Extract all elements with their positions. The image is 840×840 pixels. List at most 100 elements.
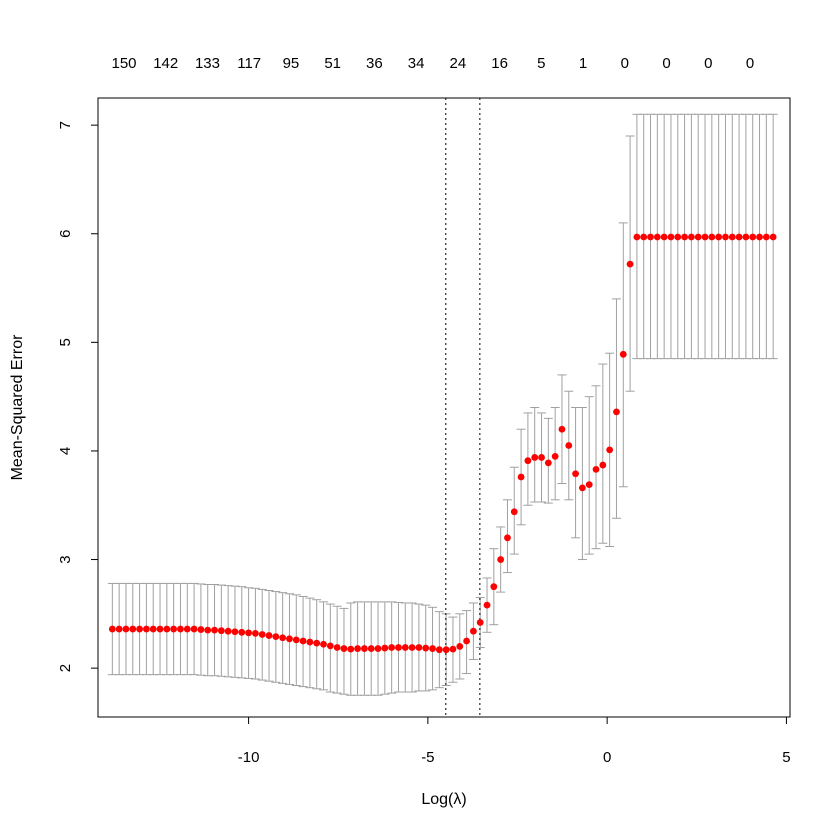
y-tick-label: 7 [57,121,74,129]
data-point [395,644,402,651]
data-point [326,642,334,650]
top-axis-label: 1 [579,55,587,72]
data-point [599,461,607,469]
y-axis-title: Mean-Squared Error [9,334,26,481]
data-point [701,233,709,241]
data-point [163,625,171,633]
data-point [211,626,218,634]
data-point [442,646,450,654]
error-bar [584,396,594,555]
data-point [476,619,484,626]
data-point [177,625,184,633]
data-point [272,633,280,641]
y-tick-label: 2 [57,664,74,672]
data-point [524,457,532,465]
data-point [265,632,273,639]
data-point [517,473,525,481]
y-tick-label: 6 [57,230,74,238]
data-point [728,233,736,241]
data-point [340,645,348,652]
error-bar [598,363,608,544]
data-point [715,233,723,241]
data-point [122,625,130,633]
data-point [388,644,396,651]
top-axis-label: 0 [704,55,712,72]
data-point [115,625,123,633]
data-point [606,446,614,454]
data-point [749,233,757,241]
data-point [585,481,593,489]
data-point [694,233,702,241]
data-point [361,645,368,652]
error-bars [107,113,778,696]
y-tick-label: 4 [57,447,74,455]
top-axis-label: 0 [662,55,670,72]
data-point [667,233,675,241]
y-axis: 2 3 4 5 6 7 [57,121,99,672]
data-point [592,466,600,473]
data-point [197,626,205,633]
plot-frame [97,97,791,718]
data-point [320,640,327,648]
data-point [572,470,579,478]
data-point [252,629,259,637]
top-axis-label: 150 [111,55,136,72]
data-points [108,233,777,654]
data-point [381,644,389,652]
x-tick-label: -5 [421,749,434,766]
data-point [306,638,314,646]
data-point [531,454,539,461]
y-tick-label: 5 [57,338,74,346]
data-point [217,627,225,635]
data-point [674,233,682,241]
top-axis-label: 142 [153,55,178,72]
data-point [286,635,293,643]
data-point [742,233,750,241]
top-axis-label: 0 [621,55,629,72]
x-axis-title: Log(λ) [421,791,466,808]
data-point [619,350,627,358]
y-tick-label: 3 [57,555,74,563]
top-axis-label: 36 [366,55,383,72]
data-point [551,452,559,460]
data-point [374,645,382,652]
data-point [258,631,266,638]
data-point [708,233,716,241]
top-axis-label: 133 [195,55,220,72]
data-point [449,645,457,653]
data-point [483,601,491,609]
data-point [660,233,668,241]
top-axis-label: 16 [491,55,508,72]
data-point [544,459,552,467]
data-point [490,583,498,591]
data-point [170,625,178,633]
x-tick-label: 0 [603,749,611,766]
data-point [756,233,763,241]
data-point [435,646,443,654]
data-point [292,636,300,644]
data-point [565,442,573,449]
data-point [640,233,648,241]
data-point [299,637,307,645]
data-point [190,625,198,633]
data-point [429,645,436,652]
x-tick-label: 5 [782,749,790,766]
data-point [408,644,416,651]
data-point [579,484,586,492]
data-point [108,625,116,633]
data-point [149,625,157,633]
top-axis-label: 34 [408,55,425,72]
data-point [633,233,641,241]
data-point [463,637,470,645]
x-tick-label: -10 [238,749,260,766]
top-axis-label: 117 [237,55,261,72]
data-point [279,634,287,642]
data-point [245,629,252,637]
data-point [347,645,355,653]
data-point [769,233,777,241]
data-point [422,644,430,652]
top-axis-label: 5 [537,55,545,72]
data-point [231,628,239,636]
data-point [129,625,137,633]
